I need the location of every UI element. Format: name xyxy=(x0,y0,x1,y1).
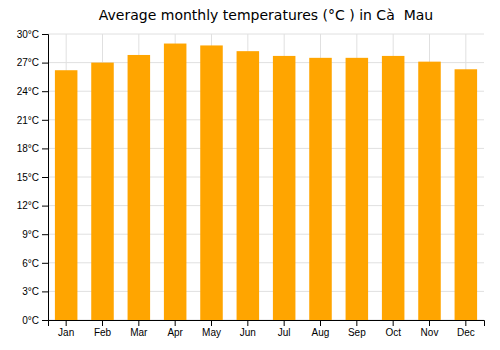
y-tick: 27°C xyxy=(17,57,48,68)
y-tick-label: 27°C xyxy=(17,57,39,68)
bar xyxy=(309,58,332,320)
bar xyxy=(418,62,441,320)
x-tick-label: Apr xyxy=(167,327,183,338)
y-tick: 18°C xyxy=(17,143,48,154)
x-tick-mark xyxy=(429,320,430,326)
x-tick: Apr xyxy=(167,320,183,338)
x-tick: Nov xyxy=(421,320,439,338)
y-tick: 9°C xyxy=(22,229,48,240)
x-tick: Sep xyxy=(348,320,366,338)
y-tick: 12°C xyxy=(17,200,48,211)
grid xyxy=(48,34,484,320)
y-tick-label: 24°C xyxy=(17,86,39,97)
y-tick-mark xyxy=(42,320,48,321)
y-axis: 0°C 3°C 6°C 9°C 12°C 15°C 18°C 21°C 24°C 27°C 30°C xyxy=(17,29,49,326)
x-tick: Oct xyxy=(385,320,401,338)
y-tick-label: 0°C xyxy=(22,315,39,326)
bar xyxy=(382,56,405,320)
y-tick-label: 18°C xyxy=(17,143,39,154)
y-axis-line xyxy=(42,35,49,321)
x-tick-label: Oct xyxy=(385,327,401,338)
x-tick-label: Nov xyxy=(421,327,439,338)
y-tick: 30°C xyxy=(17,29,48,40)
x-axis-line xyxy=(49,321,485,327)
x-tick-mark xyxy=(356,320,357,326)
y-tick-label: 21°C xyxy=(17,115,39,126)
x-tick-mark xyxy=(247,320,248,326)
bar xyxy=(164,44,187,320)
marks xyxy=(55,44,477,320)
x-tick: Jun xyxy=(240,320,256,338)
x-tick: Jan xyxy=(58,320,74,338)
x-tick-mark xyxy=(465,320,466,326)
x-tick: Aug xyxy=(312,320,330,338)
y-tick-label: 12°C xyxy=(17,200,39,211)
y-tick-mark xyxy=(42,234,48,235)
bar xyxy=(55,70,78,320)
bar xyxy=(128,55,151,320)
y-tick-mark xyxy=(42,291,48,292)
x-tick-mark xyxy=(393,320,394,326)
y-tick-mark xyxy=(42,120,48,121)
x-tick-label: Jul xyxy=(278,327,291,338)
x-tick: Feb xyxy=(94,320,112,338)
y-tick: 21°C xyxy=(17,115,48,126)
x-tick-mark xyxy=(102,320,103,326)
y-tick-mark xyxy=(42,177,48,178)
grid-line-y xyxy=(48,34,484,35)
y-tick-mark xyxy=(42,91,48,92)
y-tick-mark xyxy=(42,206,48,207)
y-tick-label: 6°C xyxy=(22,258,39,269)
bar xyxy=(273,56,296,320)
plot-area: 0°C 3°C 6°C 9°C 12°C 15°C 18°C 21°C 24°C 27°C 30°C… xyxy=(17,29,485,338)
x-tick-mark xyxy=(138,320,139,326)
x-tick-mark xyxy=(211,320,212,326)
bar xyxy=(346,58,369,320)
chart: 0°C 3°C 6°C 9°C 12°C 15°C 18°C 21°C 24°C 27°C 30°C… xyxy=(0,0,500,350)
title: Average monthly temperatures (°C ) in Cà… xyxy=(99,7,433,23)
y-tick: 6°C xyxy=(22,258,48,269)
x-tick-label: Dec xyxy=(457,327,475,338)
x-tick-label: Feb xyxy=(94,327,112,338)
x-tick-label: Mar xyxy=(130,327,148,338)
bar xyxy=(455,69,478,320)
y-tick-label: 3°C xyxy=(22,286,39,297)
x-tick-label: Jun xyxy=(240,327,256,338)
y-tick: 0°C xyxy=(22,315,48,326)
y-tick-label: 15°C xyxy=(17,172,39,183)
y-tick-label: 9°C xyxy=(22,229,39,240)
x-tick-mark xyxy=(284,320,285,326)
y-tick-mark xyxy=(42,63,48,64)
x-tick: Jul xyxy=(278,320,291,338)
x-tick: May xyxy=(202,320,221,338)
x-tick: Mar xyxy=(130,320,148,338)
y-tick: 24°C xyxy=(17,86,48,97)
x-tick: Dec xyxy=(457,320,475,338)
bar xyxy=(91,63,114,320)
x-tick-mark xyxy=(66,320,67,326)
y-tick-mark xyxy=(42,34,48,35)
y-tick-mark xyxy=(42,148,48,149)
bar xyxy=(237,51,260,320)
y-tick-label: 30°C xyxy=(17,29,39,40)
y-tick: 15°C xyxy=(17,172,48,183)
x-tick-mark xyxy=(175,320,176,326)
x-tick-label: Aug xyxy=(312,327,330,338)
x-tick-label: Jan xyxy=(58,327,74,338)
bar xyxy=(200,45,223,320)
x-tick-label: May xyxy=(202,327,221,338)
x-tick-mark xyxy=(320,320,321,326)
x-tick-label: Sep xyxy=(348,327,366,338)
x-axis: Jan Feb Mar Apr May Jun Jul Aug Sep Oct Nov Dec xyxy=(49,320,485,338)
y-tick: 3°C xyxy=(22,286,48,297)
y-tick-mark xyxy=(42,263,48,264)
